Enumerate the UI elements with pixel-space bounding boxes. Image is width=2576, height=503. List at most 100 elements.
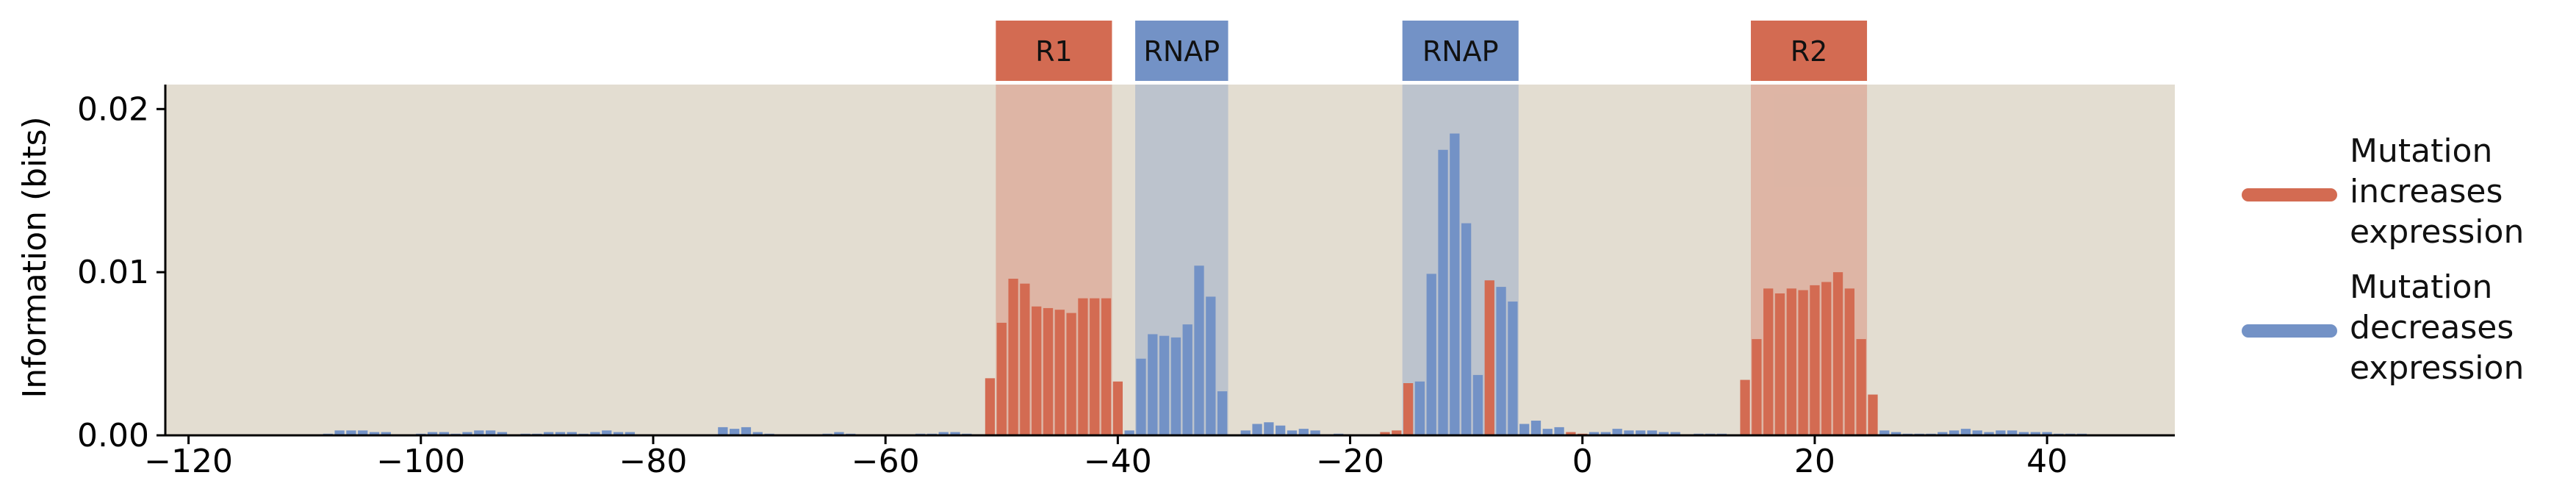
bar bbox=[1438, 149, 1448, 435]
legend-decrease-line-2: decreases bbox=[2350, 309, 2514, 346]
bar bbox=[1972, 430, 1982, 435]
bar bbox=[834, 432, 844, 435]
bar bbox=[1566, 432, 1576, 435]
legend: Mutation increases expression Mutation d… bbox=[2242, 132, 2524, 387]
bar bbox=[1763, 288, 1774, 435]
bar bbox=[741, 427, 752, 435]
bar bbox=[950, 432, 960, 435]
bar bbox=[1310, 430, 1320, 435]
bar bbox=[1078, 298, 1088, 435]
legend-decrease-line-3: expression bbox=[2350, 349, 2524, 387]
bar bbox=[1101, 298, 1112, 435]
bar bbox=[1392, 430, 1402, 435]
bar bbox=[1798, 290, 1808, 435]
bar bbox=[1856, 339, 1866, 435]
bar bbox=[752, 432, 763, 435]
bar bbox=[590, 432, 600, 435]
bar bbox=[1020, 283, 1030, 435]
bar bbox=[2018, 432, 2029, 435]
bar bbox=[1879, 430, 1890, 435]
bar bbox=[1217, 391, 1228, 435]
bar bbox=[1938, 432, 1948, 435]
bar bbox=[1043, 307, 1054, 435]
bar bbox=[346, 430, 356, 435]
bar bbox=[1832, 272, 1843, 435]
region-header-box-r1-0 bbox=[996, 21, 1112, 81]
bar bbox=[1612, 429, 1622, 435]
x-tick-label: −40 bbox=[1084, 443, 1152, 480]
bar bbox=[718, 427, 728, 435]
bar bbox=[1786, 288, 1796, 435]
bar bbox=[1182, 324, 1192, 435]
bar bbox=[1426, 274, 1436, 435]
bar bbox=[1647, 430, 1658, 435]
bar bbox=[1508, 302, 1518, 435]
bar bbox=[1170, 337, 1181, 435]
bar bbox=[427, 432, 438, 435]
bar bbox=[1530, 421, 1541, 435]
bar bbox=[1554, 427, 1564, 435]
x-tick-label: −20 bbox=[1316, 443, 1384, 480]
legend-increase-line-1: Mutation bbox=[2350, 132, 2492, 170]
bar bbox=[1496, 287, 1506, 435]
bar bbox=[369, 432, 380, 435]
x-tick-label: −60 bbox=[852, 443, 920, 480]
bar bbox=[730, 429, 740, 435]
bar bbox=[613, 432, 624, 435]
x-tick-label: −120 bbox=[144, 443, 233, 480]
bar bbox=[625, 432, 636, 435]
bar bbox=[1054, 310, 1065, 435]
bar bbox=[1032, 306, 1042, 435]
bar bbox=[555, 432, 566, 435]
bar bbox=[334, 430, 345, 435]
region-header-box-rnap-1 bbox=[1135, 21, 1228, 81]
bar bbox=[2007, 430, 2018, 435]
legend-decrease-line-1: Mutation bbox=[2350, 268, 2492, 306]
bar bbox=[1774, 293, 1785, 435]
region-label-rnap-1: RNAP bbox=[1143, 35, 1220, 68]
bar bbox=[439, 432, 450, 435]
bar bbox=[1461, 223, 1472, 435]
region-header-box-rnap-2 bbox=[1402, 21, 1519, 81]
bar bbox=[1159, 335, 1170, 435]
information-bars bbox=[323, 133, 2087, 435]
y-tick-label: 0.00 bbox=[77, 417, 149, 454]
bar bbox=[1136, 358, 1146, 435]
x-tick-label: 0 bbox=[1572, 443, 1593, 480]
bar bbox=[1008, 279, 1018, 435]
bar bbox=[358, 430, 368, 435]
binding-site-headers: R1 RNAP RNAP R2 bbox=[996, 21, 1868, 81]
bar bbox=[1996, 430, 2006, 435]
bar bbox=[1670, 432, 1680, 435]
bar bbox=[1112, 381, 1123, 435]
bar bbox=[985, 378, 996, 435]
bar bbox=[1090, 298, 1100, 435]
bar bbox=[1810, 285, 1820, 435]
bar bbox=[474, 430, 484, 435]
bar bbox=[1450, 133, 1460, 435]
bar bbox=[2030, 432, 2040, 435]
bar bbox=[996, 322, 1007, 435]
bar bbox=[1624, 430, 1634, 435]
bar bbox=[1194, 265, 1204, 435]
bar bbox=[1484, 280, 1494, 435]
bar bbox=[1752, 339, 1762, 435]
bar bbox=[1298, 429, 1309, 435]
region-header-box-r2-3 bbox=[1750, 21, 1868, 81]
bar bbox=[1066, 313, 1076, 435]
bar bbox=[497, 432, 508, 435]
axes: −120 −100 −80 −60 −40 −20 0 20 40 0.00 0.01 0.02 bbox=[77, 85, 2175, 480]
y-tick-label: 0.01 bbox=[77, 254, 149, 291]
bar bbox=[1658, 432, 1669, 435]
legend-increase-line-2: increases bbox=[2350, 173, 2503, 210]
x-tick-label: −80 bbox=[619, 443, 688, 480]
bar bbox=[1844, 288, 1854, 435]
region-label-r1-0: R1 bbox=[1035, 35, 1073, 68]
bar bbox=[1252, 424, 1262, 435]
bar bbox=[1124, 430, 1134, 435]
bar bbox=[1821, 282, 1832, 435]
bar bbox=[1636, 430, 1646, 435]
x-tick-label: −100 bbox=[376, 443, 465, 480]
bar bbox=[1380, 432, 1390, 435]
